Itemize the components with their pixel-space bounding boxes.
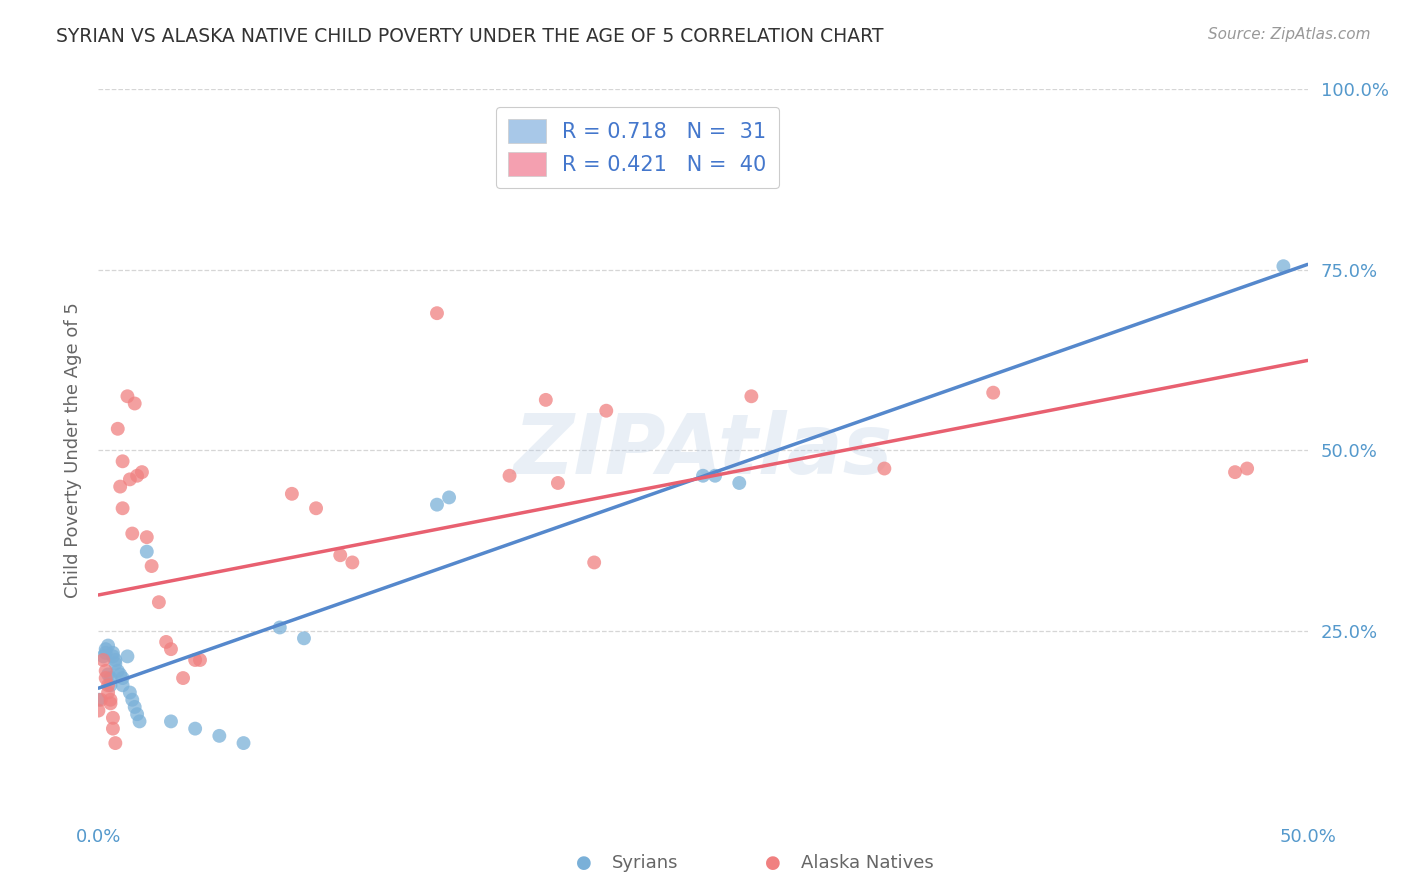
Point — [329, 548, 352, 562]
Point — [127, 707, 149, 722]
Legend: R = 0.718   N =  31, R = 0.421   N =  40: R = 0.718 N = 31, R = 0.421 N = 40 — [496, 107, 779, 188]
Point — [91, 649, 114, 664]
Point — [101, 722, 124, 736]
Point — [426, 498, 449, 512]
Text: SYRIAN VS ALASKA NATIVE CHILD POVERTY UNDER THE AGE OF 5 CORRELATION CHART: SYRIAN VS ALASKA NATIVE CHILD POVERTY UN… — [56, 27, 884, 45]
Point — [135, 544, 157, 558]
Y-axis label: Child Poverty Under the Age of 5: Child Poverty Under the Age of 5 — [63, 302, 82, 599]
Point — [111, 678, 134, 692]
Point — [547, 475, 569, 490]
Point — [728, 475, 751, 490]
Point — [135, 530, 157, 544]
Point — [128, 714, 150, 729]
Text: Source: ZipAtlas.com: Source: ZipAtlas.com — [1208, 27, 1371, 42]
Point — [184, 722, 207, 736]
Point — [498, 468, 520, 483]
Point — [873, 461, 896, 475]
Point — [107, 664, 129, 678]
Text: ZIPAtlas: ZIPAtlas — [513, 410, 893, 491]
Point — [342, 556, 364, 570]
Text: Syrians: Syrians — [612, 855, 678, 872]
Point — [101, 711, 124, 725]
Point — [104, 653, 127, 667]
Point — [426, 306, 449, 320]
Point — [121, 526, 143, 541]
Point — [108, 480, 131, 494]
Point — [100, 696, 122, 710]
Point — [94, 671, 117, 685]
Point — [232, 736, 254, 750]
Point — [97, 667, 120, 681]
Text: ●: ● — [765, 855, 782, 872]
Point — [155, 635, 177, 649]
Point — [704, 468, 727, 483]
Point — [101, 646, 124, 660]
Point — [94, 642, 117, 657]
Point — [160, 642, 183, 657]
Point — [127, 468, 149, 483]
Point — [87, 692, 110, 706]
Point — [305, 501, 328, 516]
Point — [208, 729, 231, 743]
Point — [121, 692, 143, 706]
Point — [1272, 259, 1295, 273]
Point — [94, 664, 117, 678]
Point — [534, 392, 557, 407]
Point — [160, 714, 183, 729]
Point — [131, 465, 153, 479]
Point — [117, 389, 139, 403]
Point — [97, 639, 120, 653]
Point — [104, 657, 127, 671]
Point — [118, 685, 141, 699]
Point — [269, 620, 291, 634]
Point — [437, 491, 460, 505]
Point — [124, 396, 146, 410]
Point — [104, 736, 127, 750]
Point — [97, 678, 120, 692]
Point — [91, 653, 114, 667]
Point — [692, 468, 714, 483]
Point — [1236, 461, 1258, 475]
Point — [94, 646, 117, 660]
Point — [100, 671, 122, 685]
Point — [124, 700, 146, 714]
Text: ●: ● — [575, 855, 592, 872]
Point — [141, 559, 163, 574]
Point — [107, 422, 129, 436]
Point — [595, 403, 617, 417]
Point — [148, 595, 170, 609]
Point — [292, 632, 315, 646]
Point — [90, 692, 112, 706]
Point — [583, 556, 606, 570]
Point — [101, 649, 124, 664]
Point — [117, 649, 139, 664]
Point — [118, 472, 141, 486]
Point — [740, 389, 762, 403]
Point — [184, 653, 207, 667]
Point — [87, 704, 110, 718]
Point — [97, 685, 120, 699]
Point — [111, 501, 134, 516]
Point — [281, 487, 304, 501]
Point — [981, 385, 1004, 400]
Point — [100, 692, 122, 706]
Point — [111, 671, 134, 685]
Point — [100, 678, 122, 692]
Point — [172, 671, 194, 685]
Point — [188, 653, 211, 667]
Point — [108, 667, 131, 681]
Point — [111, 454, 134, 468]
Text: Alaska Natives: Alaska Natives — [801, 855, 934, 872]
Point — [1223, 465, 1246, 479]
